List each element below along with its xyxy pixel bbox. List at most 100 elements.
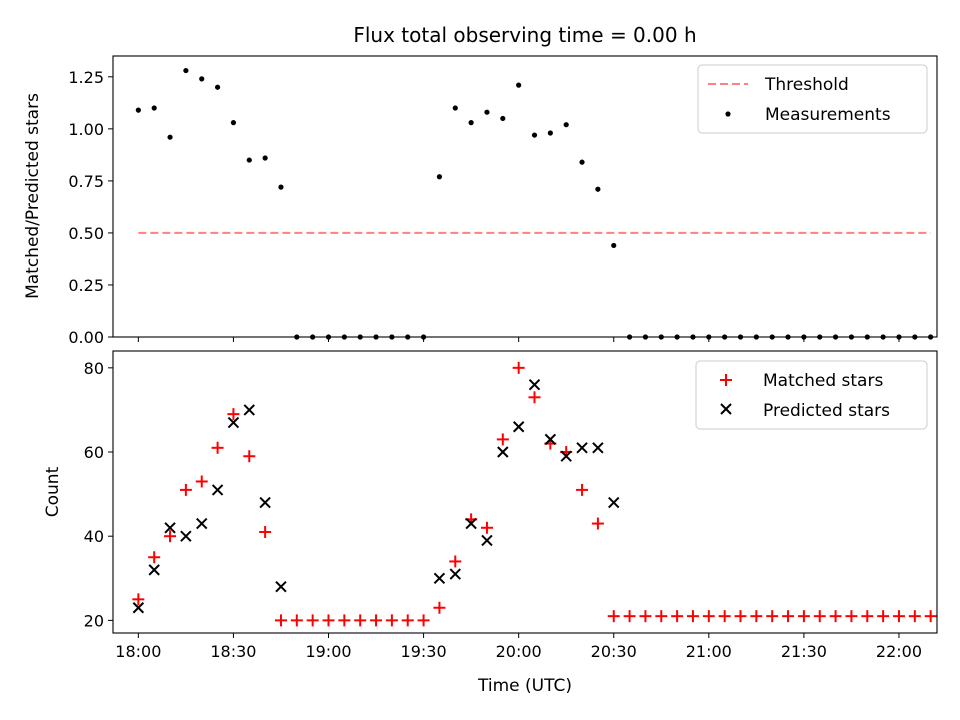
measurement-point — [484, 109, 490, 115]
predicted-stars-point — [481, 534, 493, 547]
matched-stars-point — [591, 517, 604, 530]
matched-stars-point — [750, 610, 763, 623]
matched-stars-point — [148, 551, 161, 564]
matched-stars-point — [829, 610, 842, 623]
matched-stars-point — [354, 614, 367, 627]
matched-stars-point — [877, 610, 890, 623]
predicted-stars-point — [180, 530, 192, 542]
ratio-panel: Flux total observing time = 0.00 h 0.00 0… — [23, 23, 938, 347]
matched-stars-point — [813, 610, 826, 623]
legend-box — [695, 360, 928, 430]
x-tick-label: 21:00 — [686, 642, 732, 661]
matched-stars-point — [243, 450, 256, 463]
matched-stars-point — [480, 521, 493, 534]
measurement-point — [452, 105, 458, 111]
measurement-point — [199, 76, 205, 82]
ratio-legend: Threshold Measurements — [697, 64, 928, 134]
matched-stars-point — [734, 610, 747, 623]
predicted-stars-point — [259, 496, 271, 509]
matched-stars-point — [211, 441, 224, 454]
count-plot-frame — [112, 350, 938, 634]
measurement-point — [436, 174, 443, 180]
count-plot-content — [132, 361, 937, 627]
x-tick-label: 22:00 — [876, 642, 922, 661]
matched-stars-point — [322, 614, 335, 627]
y-tick-label: 1.00 — [68, 120, 104, 139]
matched-stars-point — [607, 610, 620, 623]
ratio-y-axis: 0.00 0.25 0.50 0.75 1.00 1.25 — [68, 68, 113, 347]
ratio-x-axis — [137, 337, 900, 342]
matched-stars-point — [576, 483, 589, 496]
matched-stars-point — [892, 610, 905, 623]
measurement-point — [151, 105, 157, 111]
y-tick-label: 0.00 — [68, 328, 104, 347]
measurement-point — [135, 107, 141, 113]
matched-stars-point — [655, 610, 668, 623]
predicted-stars-point — [211, 484, 224, 496]
chart-title: Flux total observing time = 0.00 h — [353, 23, 696, 47]
y-tick-label: 80 — [84, 359, 104, 378]
matched-stars-point — [164, 530, 177, 543]
matched-stars-point — [512, 361, 525, 374]
measurement-point — [595, 186, 601, 192]
predicted-stars-point — [148, 564, 160, 576]
y-tick-label: 40 — [84, 527, 104, 546]
predicted-stars-point — [528, 378, 541, 391]
measurement-point — [547, 130, 553, 136]
predicted-stars-point — [243, 404, 255, 416]
predicted-stars-point — [196, 517, 208, 530]
count-x-axis: 18:00 18:30 19:00 19:30 20:00 20:30 21:00 21:30… — [115, 633, 922, 661]
matched-stars-point — [433, 601, 446, 614]
measurement-point — [563, 122, 569, 128]
ratio-y-axis-label: Matched/Predicted stars — [23, 93, 43, 299]
matched-stars-point — [671, 610, 684, 623]
matched-stars-point — [623, 610, 636, 623]
matched-stars-point — [528, 391, 541, 404]
ratio-plot-content — [135, 67, 934, 340]
x-tick-label: 19:30 — [401, 642, 447, 661]
matched-stars-point — [924, 610, 937, 623]
measurement-point — [516, 82, 522, 88]
predicted-stars-point — [560, 450, 572, 462]
matched-stars-point — [797, 610, 810, 623]
x-tick-label: 21:30 — [781, 642, 827, 661]
matched-stars-point — [449, 555, 462, 568]
matched-stars-point — [718, 610, 731, 623]
measurement-point — [214, 84, 221, 90]
predicted-stars-point — [275, 580, 287, 593]
predicted-stars-point — [512, 421, 525, 433]
count-y-axis: 20 40 60 80 — [84, 359, 113, 630]
y-tick-label: 20 — [84, 611, 104, 630]
y-tick-label: 0.50 — [68, 224, 104, 243]
x-tick-label: 18:00 — [115, 642, 161, 661]
matched-stars-point — [766, 610, 779, 623]
measurement-point — [579, 159, 585, 165]
matched-stars-point — [686, 610, 699, 623]
measurement-point — [183, 67, 189, 74]
measurement-point — [531, 132, 538, 138]
matched-stars-point — [401, 614, 414, 627]
matched-stars-point — [179, 483, 192, 496]
predicted-stars-point — [544, 433, 557, 446]
measurement-point — [230, 120, 237, 126]
predicted-stars-point — [132, 602, 145, 614]
matched-stars-point — [908, 610, 921, 623]
y-tick-label: 1.25 — [68, 68, 104, 87]
matched-stars-point — [338, 614, 351, 627]
legend-matched-swatch — [720, 374, 732, 386]
measurement-point — [611, 242, 617, 249]
predicted-stars-point — [608, 496, 620, 509]
predicted-stars-point — [164, 522, 176, 534]
x-tick-label: 19:00 — [305, 642, 351, 661]
x-tick-label: 18:30 — [210, 642, 256, 661]
predicted-stars-point — [497, 446, 509, 458]
predicted-stars-point — [449, 568, 461, 580]
y-tick-label: 60 — [84, 443, 104, 462]
predicted-stars-point — [433, 572, 446, 584]
predicted-stars-point — [576, 442, 588, 454]
measurement-point — [278, 184, 284, 190]
predicted-stars-point — [227, 416, 240, 429]
matched-stars-point — [306, 614, 319, 627]
matched-stars-point — [259, 525, 272, 538]
legend-measurements-swatch — [725, 111, 731, 117]
